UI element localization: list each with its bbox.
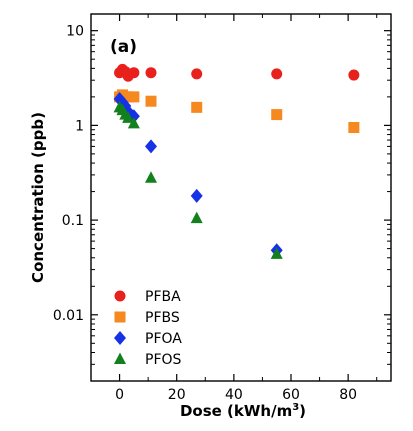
legend-marker-pfbs bbox=[114, 311, 126, 323]
legend-marker-pfos bbox=[114, 352, 126, 364]
y-tick-label: 0.1 bbox=[62, 213, 84, 229]
pfba-point bbox=[191, 68, 203, 80]
x-tick-label: 40 bbox=[225, 387, 243, 403]
y-axis-title: Concentration (ppb) bbox=[29, 112, 47, 283]
series-pfba bbox=[114, 63, 360, 82]
y-tick-label: 1 bbox=[75, 118, 84, 134]
pfba-point bbox=[145, 67, 157, 79]
x-tick-label: 80 bbox=[339, 387, 357, 403]
pfoa-point bbox=[145, 139, 157, 154]
legend-label-pfoa: PFOA bbox=[145, 331, 182, 347]
panel-label: (a) bbox=[110, 37, 137, 57]
pfba-point bbox=[348, 69, 360, 81]
pfos-point bbox=[127, 116, 140, 129]
x-tick-label: 20 bbox=[168, 387, 186, 403]
pfbs-point bbox=[191, 101, 203, 113]
y-tick-label: 10 bbox=[66, 24, 84, 40]
x-tick-label: 0 bbox=[115, 387, 124, 403]
pfos-point bbox=[190, 211, 203, 224]
legend-label-pfos: PFOS bbox=[145, 352, 182, 368]
plot-frame bbox=[90, 13, 392, 382]
pfbs-point bbox=[145, 95, 157, 107]
pfbs-point bbox=[348, 121, 360, 133]
pfbs-point bbox=[271, 109, 283, 121]
x-axis-title: Dose (kWh/m3) bbox=[180, 402, 306, 420]
y-tick-label: 0.01 bbox=[53, 308, 84, 324]
legend-label-pfba: PFBA bbox=[145, 289, 181, 305]
legend-marker-pfba bbox=[114, 290, 126, 302]
series-pfos bbox=[113, 100, 283, 259]
pfos-point bbox=[122, 111, 135, 123]
pfos-point bbox=[145, 171, 157, 183]
legend: PFBA PFBS PFOA PFOS bbox=[114, 289, 182, 368]
pfoa-point bbox=[190, 188, 203, 203]
series-pfbs bbox=[114, 89, 360, 133]
pfbs-point bbox=[122, 91, 134, 103]
series-pfoa bbox=[113, 91, 283, 258]
legend-marker-pfoa bbox=[114, 331, 126, 345]
legend-label-pfbs: PFBS bbox=[145, 310, 180, 326]
pfba-point bbox=[128, 67, 140, 79]
pfba-point bbox=[271, 68, 283, 80]
pfos-point bbox=[270, 247, 283, 259]
x-tick-label: 60 bbox=[282, 387, 300, 403]
pfbs-point bbox=[128, 91, 140, 103]
